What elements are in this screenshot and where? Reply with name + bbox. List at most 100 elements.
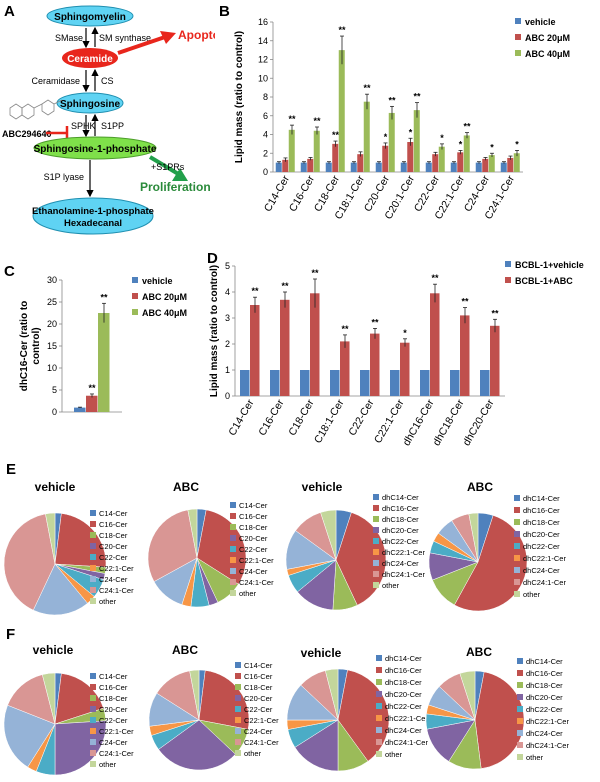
- pie-legend-label: dhC16-Cer: [382, 504, 419, 513]
- pie-slice-F2-8: [189, 669, 200, 721]
- label-sphk: SPHK: [71, 121, 96, 131]
- bar-D-1-2: [310, 293, 320, 396]
- pie-legend-label: dhC22:1-Cer: [523, 554, 566, 563]
- y-tick-label: 10: [47, 363, 57, 373]
- y-axis-label: Lipid mass (ratio to control): [209, 265, 220, 397]
- legend-label: BCBL-1+vehicle: [515, 260, 584, 270]
- y-axis-label-2: control): [31, 327, 42, 364]
- bar-B-2-3: [363, 101, 370, 172]
- pie-legend-label: other: [523, 590, 541, 599]
- pie-legend-swatch: [90, 554, 96, 560]
- significance-label: *: [403, 328, 407, 338]
- pie-legend-label: dhC14-Cer: [523, 494, 560, 503]
- pie-slice-E4-1: [454, 515, 528, 612]
- bar-B-1-6: [432, 154, 439, 172]
- pie-legend-swatch: [230, 546, 236, 552]
- bar-B-0-1: [300, 162, 307, 172]
- pie-legend-swatch: [517, 658, 523, 664]
- label-s1p-lyase: S1P lyase: [44, 172, 84, 182]
- label-sphingosine: Sphingosine: [60, 99, 120, 110]
- label-ethanolamine-1: Ethanolamine-1-phosphate: [32, 206, 154, 217]
- pie-legend-swatch: [90, 673, 96, 679]
- y-tick-label: 2: [225, 339, 230, 349]
- bar-D-1-1: [280, 299, 290, 396]
- pie-legend-swatch: [90, 532, 96, 538]
- pie-title: vehicle: [301, 646, 342, 660]
- apoptosis-arrow: [117, 34, 169, 55]
- pie-legend-swatch: [373, 582, 379, 588]
- pie-legend-swatch: [514, 591, 520, 597]
- label-ceramide: Ceramide: [67, 54, 113, 65]
- bar-D-0-5: [390, 370, 400, 396]
- pie-legend-swatch: [514, 579, 520, 585]
- proliferation-arrowhead: [172, 168, 188, 181]
- label-apoptosis: Apoptosis: [178, 28, 215, 42]
- pie-legend-label: C22-Cer: [99, 553, 128, 562]
- panel-label-d: D: [207, 250, 218, 267]
- y-tick-label: 10: [258, 73, 268, 83]
- bar-B-1-0: [282, 159, 289, 172]
- pie-legend-swatch: [373, 560, 379, 566]
- significance-label: *: [440, 133, 444, 143]
- chart-c: C 0 5 10 15 20 25 30 dhC16-Cer (ratio to control…: [4, 263, 187, 417]
- bar-B-1-8: [482, 158, 489, 172]
- pie-legend-swatch: [517, 694, 523, 700]
- bar-D-1-6: [430, 293, 440, 396]
- pie-title: vehicle: [302, 480, 343, 494]
- y-tick-label: 5: [52, 385, 57, 395]
- bar-B-2-5: [413, 110, 420, 172]
- pie-legend-swatch: [90, 695, 96, 701]
- pie-legend-swatch: [514, 543, 520, 549]
- pie-legend-label: C22:1-Cer: [244, 716, 279, 725]
- pie-legend-swatch: [90, 521, 96, 527]
- bar-C-2-0: [98, 313, 110, 412]
- legend-swatch: [515, 18, 521, 24]
- bar-B-1-9: [507, 157, 514, 172]
- pie-legend-label: dhC14-Cer: [385, 654, 422, 663]
- bar-D-1-0: [250, 305, 260, 396]
- pie-title: ABC: [467, 480, 493, 494]
- legend-swatch: [505, 261, 511, 267]
- pie-slice-F1-7: [7, 674, 56, 725]
- pie-legend-swatch: [90, 587, 96, 593]
- pie-legend-label: other: [526, 753, 544, 762]
- pie-legend-label: C20-Cer: [244, 694, 273, 703]
- y-axis-label: Lipid mass (ratio to control): [234, 31, 245, 163]
- pie-legend-label: dhC24:1-Cer: [382, 570, 425, 579]
- pie-legend-label: other: [244, 749, 262, 758]
- pie-legend-swatch: [376, 667, 382, 673]
- pie-legend-label: C14-Cer: [239, 501, 268, 510]
- pie-legend-label: C20-Cer: [99, 705, 128, 714]
- bar-D-0-2: [300, 370, 310, 396]
- pie-slice-E4-8: [468, 512, 479, 563]
- pie-legend-label: dhC16-Cer: [385, 666, 422, 675]
- pie-legend-label: C22:1-Cer: [99, 564, 134, 573]
- pie-legend-label: C14-Cer: [244, 661, 273, 670]
- pie-legend-label: dhC22:1-Cer: [385, 714, 428, 723]
- pie-slice-F1-6: [3, 704, 56, 768]
- pie-title: ABC: [172, 643, 198, 657]
- pie-legend-swatch: [514, 531, 520, 537]
- pie-legend-swatch: [90, 543, 96, 549]
- pie-legend-label: dhC14-Cer: [382, 493, 419, 502]
- y-tick-label: 0: [225, 391, 230, 401]
- panel-label-a: A: [4, 3, 15, 20]
- label-proliferation: Proliferation: [140, 180, 211, 194]
- label-sm-synthase: SM synthase: [99, 33, 151, 43]
- proliferation-arrow: [148, 155, 182, 177]
- pie-legend-label: dhC22-Cer: [385, 702, 422, 711]
- pie-legend-swatch: [90, 717, 96, 723]
- pie-legend-swatch: [90, 750, 96, 756]
- pie-legend-swatch: [517, 754, 523, 760]
- significance-label: **: [313, 116, 321, 126]
- significance-label: *: [490, 142, 494, 152]
- significance-label: **: [491, 308, 499, 318]
- pie-legend-label: C24:1-Cer: [244, 738, 279, 747]
- pie-legend-label: dhC24-Cer: [526, 729, 563, 738]
- pie-legend-swatch: [517, 730, 523, 736]
- bar-D-1-8: [490, 325, 500, 396]
- y-tick-label: 4: [263, 130, 268, 140]
- bar-B-2-6: [438, 146, 445, 172]
- pie-title: ABC: [466, 645, 492, 659]
- pie-legend-label: dhC16-Cer: [526, 669, 563, 678]
